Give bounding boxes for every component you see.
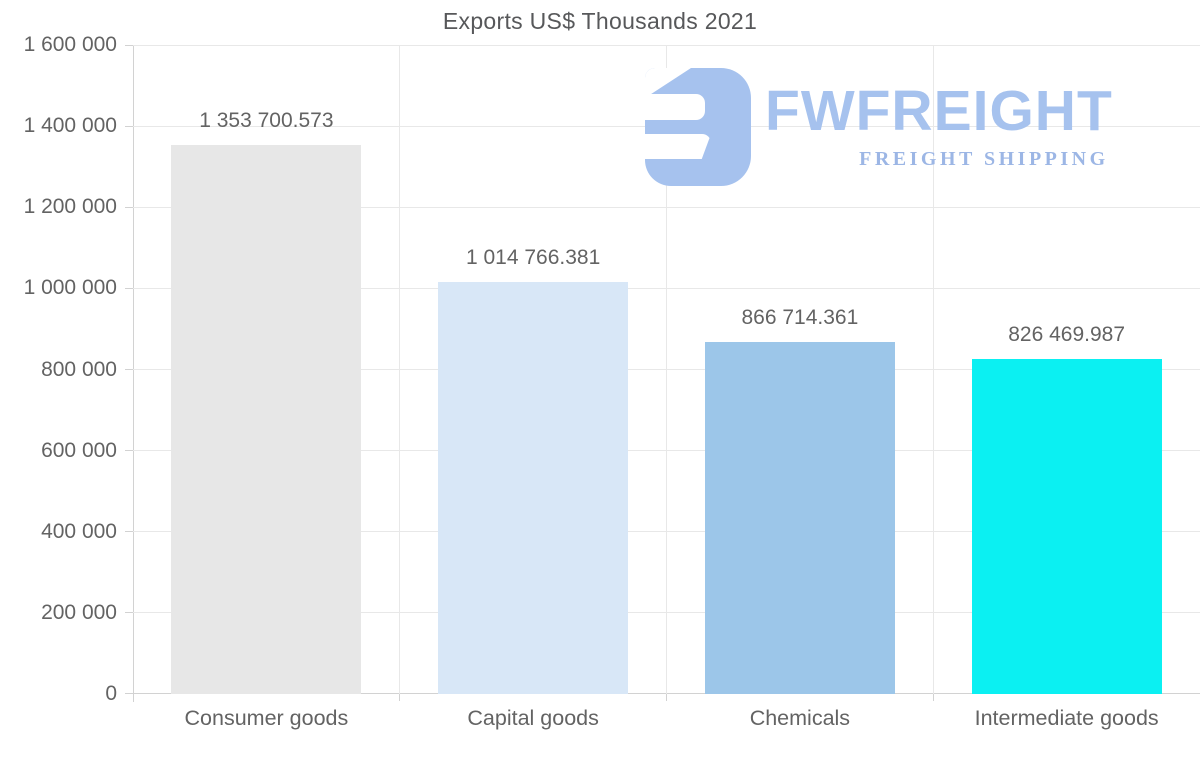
bar bbox=[971, 358, 1162, 694]
y-tick-mark bbox=[125, 450, 133, 452]
y-tick-label: 0 bbox=[105, 682, 117, 705]
bar-value-label: 1 014 766.381 bbox=[465, 246, 601, 270]
y-tick-mark bbox=[125, 125, 133, 127]
bar bbox=[438, 282, 629, 694]
y-tick-mark bbox=[125, 369, 133, 370]
gridline-vertical bbox=[666, 45, 667, 694]
x-tick-mark bbox=[399, 694, 401, 701]
y-tick-mark bbox=[125, 612, 133, 614]
x-tick-label: Capital goods bbox=[467, 706, 599, 730]
y-tick-label: 1 400 000 bbox=[23, 114, 117, 138]
x-tick-label: Consumer goods bbox=[184, 706, 349, 730]
y-tick-mark bbox=[125, 44, 133, 46]
plot-area: 1 353 700.573 1 014 766.381 866 714.361 826… bbox=[125, 44, 1200, 702]
y-tick-label: 1 000 000 bbox=[23, 276, 117, 300]
x-tick-mark bbox=[932, 694, 934, 701]
logo-brand-text: FWFREIGHT bbox=[765, 79, 1113, 143]
gridline-vertical bbox=[399, 45, 401, 694]
logo-icon-notch bbox=[645, 94, 705, 120]
logo-tagline-text: FREIGHT SHIPPING bbox=[859, 148, 1109, 170]
y-tick-mark bbox=[125, 206, 133, 208]
y-tick-label: 600 000 bbox=[41, 438, 117, 462]
chart-title: Exports US$ Thousands 2021 bbox=[442, 8, 758, 34]
bar bbox=[704, 342, 895, 694]
y-tick-label: 400 000 bbox=[41, 519, 117, 543]
bar-value-label: 1 353 700.573 bbox=[199, 108, 334, 132]
y-tick-label: 1 600 000 bbox=[23, 33, 117, 56]
y-tick-mark bbox=[125, 287, 133, 289]
y-tick-label: 200 000 bbox=[41, 600, 117, 624]
bar-value-label: 826 469.987 bbox=[1008, 322, 1126, 346]
logo-icon-notch bbox=[645, 134, 711, 159]
bar-value-label: 866 714.361 bbox=[741, 306, 859, 330]
fwfreight-logo: FWFREIGHT FREIGHT SHIPPING bbox=[645, 68, 1113, 186]
y-tick-mark bbox=[125, 531, 133, 533]
x-tick-mark bbox=[666, 694, 667, 701]
y-tick-label: 1 200 000 bbox=[23, 195, 117, 219]
x-tick-label: Chemicals bbox=[749, 706, 851, 730]
bar bbox=[171, 144, 362, 694]
fwfreight-logo-icon bbox=[645, 68, 751, 186]
x-axis: Consumer goods Capital goods Chemicals Inte… bbox=[133, 700, 1200, 740]
x-tick-label: Intermediate goods bbox=[974, 706, 1159, 730]
logo-text: FWFREIGHT FREIGHT SHIPPING bbox=[765, 83, 1113, 171]
gridline-vertical bbox=[932, 45, 934, 694]
x-axis-line bbox=[125, 693, 1200, 694]
y-tick-label: 800 000 bbox=[41, 357, 117, 381]
y-axis: 0 200 000 400 000 600 000 800 000 1 000 000 1 … bbox=[0, 33, 125, 705]
y-axis-line bbox=[133, 45, 134, 702]
